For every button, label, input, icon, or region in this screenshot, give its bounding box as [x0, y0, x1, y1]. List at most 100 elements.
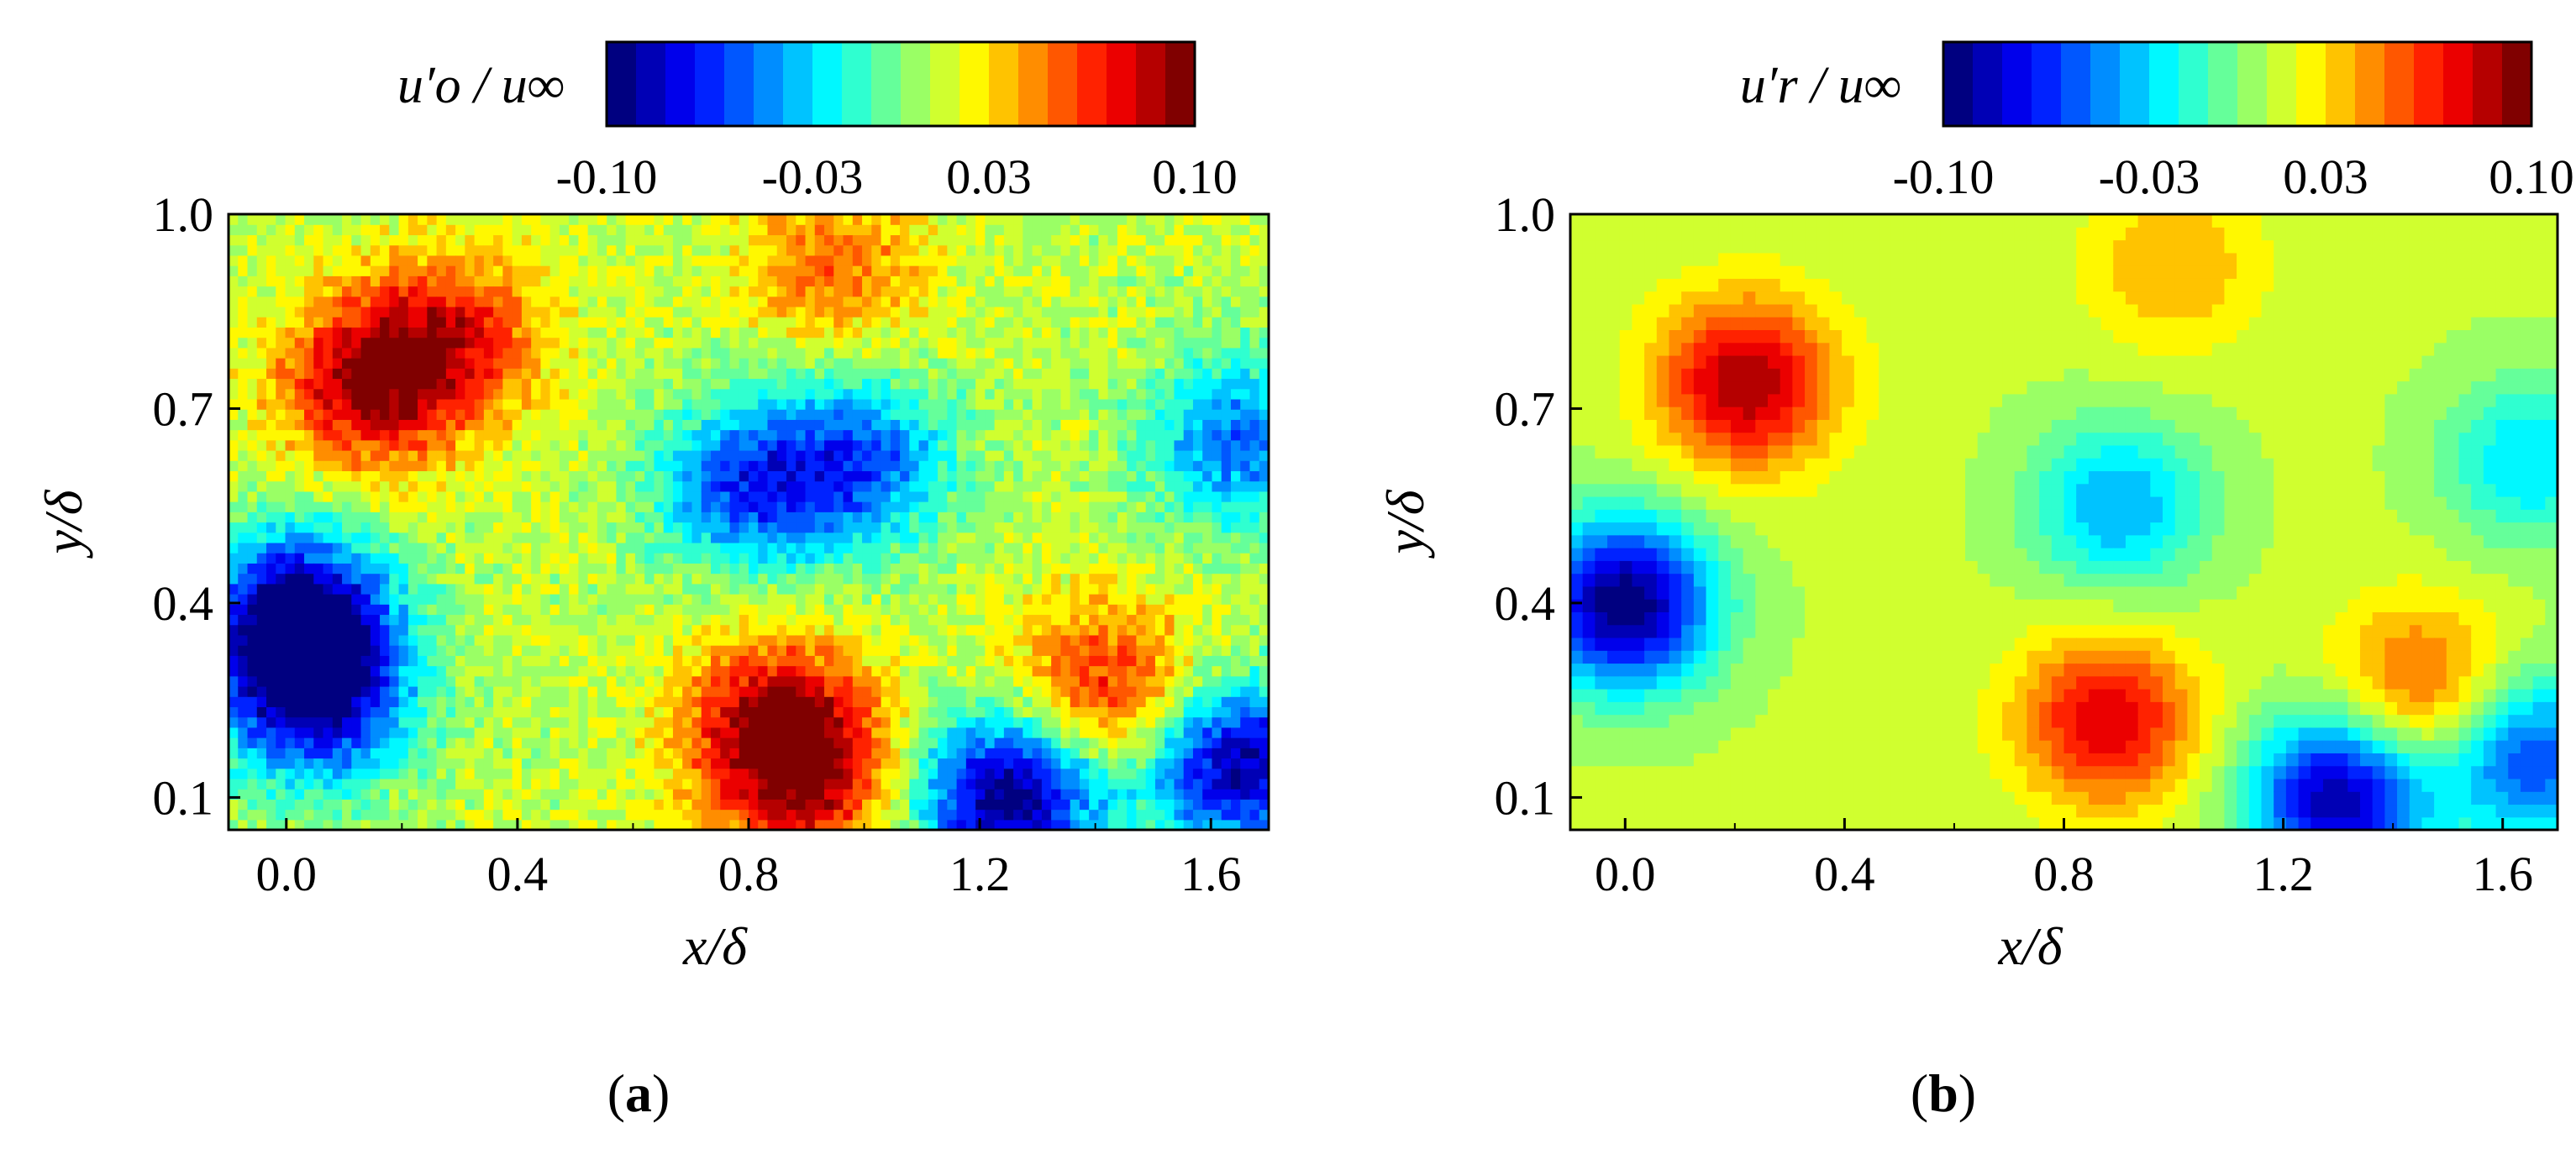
heatmap-cell: [351, 665, 362, 677]
heatmap-cell: [285, 501, 296, 512]
heatmap-cell: [285, 748, 296, 759]
heatmap-cell: [559, 563, 570, 574]
heatmap-cell: [1003, 439, 1014, 451]
heatmap-cell: [654, 480, 665, 492]
heatmap-cell: [814, 819, 825, 830]
heatmap-cell: [549, 768, 560, 779]
heatmap-cell: [304, 368, 314, 380]
heatmap-cell: [1003, 337, 1014, 349]
heatmap-cell: [843, 398, 854, 410]
heatmap-cell: [701, 573, 712, 585]
heatmap-cell: [654, 409, 665, 420]
heatmap-cell: [881, 614, 891, 626]
heatmap-cell: [767, 358, 778, 369]
heatmap-cell: [720, 214, 731, 225]
heatmap-cell: [900, 419, 910, 431]
heatmap-cell: [549, 429, 560, 441]
heatmap-cell: [862, 634, 872, 646]
heatmap-cell: [569, 347, 580, 359]
heatmap-cell: [909, 449, 920, 461]
heatmap-cell: [843, 512, 854, 523]
heatmap-cell: [956, 409, 967, 420]
heatmap-cell: [587, 594, 598, 605]
heatmap-cell: [465, 491, 476, 502]
heatmap-cell: [843, 522, 854, 533]
heatmap-cell: [597, 358, 607, 369]
heatmap-cell: [985, 491, 996, 502]
heatmap-cell: [776, 799, 787, 811]
heatmap-cell: [512, 347, 523, 359]
heatmap-cell: [531, 347, 541, 359]
heatmap-cell: [407, 675, 418, 687]
heatmap-cell: [285, 358, 296, 369]
heatmap-cell: [890, 491, 901, 502]
heatmap-cell: [965, 358, 976, 369]
heatmap-cell: [965, 317, 976, 328]
heatmap-cell: [682, 583, 693, 595]
heatmap-cell: [786, 706, 796, 718]
heatmap-cell: [786, 460, 796, 472]
heatmap-cell: [654, 265, 665, 276]
heatmap-cell: [739, 799, 749, 811]
heatmap-cell: [625, 480, 636, 492]
heatmap-cell: [398, 480, 409, 492]
heatmap-cell: [691, 337, 702, 349]
heatmap-cell: [276, 583, 287, 595]
heatmap-cell: [956, 645, 967, 656]
heatmap-cell: [407, 768, 418, 779]
heatmap-cell: [928, 317, 938, 328]
heatmap-cell: [418, 244, 428, 256]
heatmap-cell: [843, 409, 854, 420]
heatmap-cell: [767, 594, 778, 605]
heatmap-cell: [313, 768, 324, 779]
heatmap-cell: [229, 214, 239, 225]
heatmap-cell: [890, 685, 901, 697]
heatmap-cell: [578, 645, 589, 656]
heatmap-cell: [871, 439, 882, 451]
heatmap-cell: [956, 491, 967, 502]
heatmap-cell: [739, 696, 749, 707]
heatmap-cell: [654, 244, 665, 256]
heatmap-cell: [436, 286, 447, 297]
heatmap-cell: [947, 809, 958, 821]
heatmap-cell: [332, 634, 343, 646]
heatmap-cell: [493, 388, 503, 400]
heatmap-cell: [938, 696, 948, 707]
heatmap-cell: [1003, 768, 1014, 779]
heatmap-cell: [824, 449, 834, 461]
heatmap-cell: [607, 594, 618, 605]
heatmap-cell: [805, 553, 816, 564]
heatmap-cell: [380, 429, 390, 441]
heatmap-cell: [418, 368, 428, 380]
heatmap-cell: [805, 594, 816, 605]
heatmap-cell: [569, 645, 580, 656]
heatmap-cell: [890, 429, 901, 441]
heatmap-cell: [407, 254, 418, 266]
heatmap-cell: [616, 368, 627, 380]
heatmap-cell: [512, 244, 523, 256]
heatmap-cell: [323, 275, 334, 287]
heatmap-cell: [380, 768, 390, 779]
heatmap-cell: [938, 214, 948, 225]
heatmap-cell: [247, 337, 258, 349]
heatmap-cell: [634, 665, 645, 677]
heatmap-cell: [238, 512, 249, 523]
heatmap-cell: [985, 675, 996, 687]
heatmap-cell: [597, 716, 607, 728]
heatmap-cell: [616, 491, 627, 502]
heatmap-cell: [455, 614, 465, 626]
heatmap-cell: [380, 748, 390, 759]
heatmap-cell: [909, 409, 920, 420]
heatmap-cell: [370, 347, 381, 359]
heatmap-cell: [749, 501, 759, 512]
heatmap-cell: [549, 716, 560, 728]
heatmap-cell: [427, 439, 438, 451]
heatmap-cell: [493, 809, 503, 821]
heatmap-cell: [985, 296, 996, 307]
heatmap-cell: [1003, 614, 1014, 626]
heatmap-cell: [890, 265, 901, 276]
heatmap-cell: [843, 594, 854, 605]
heatmap-cell: [502, 789, 513, 800]
heatmap-cell: [483, 398, 494, 410]
heatmap-cell: [909, 501, 920, 512]
